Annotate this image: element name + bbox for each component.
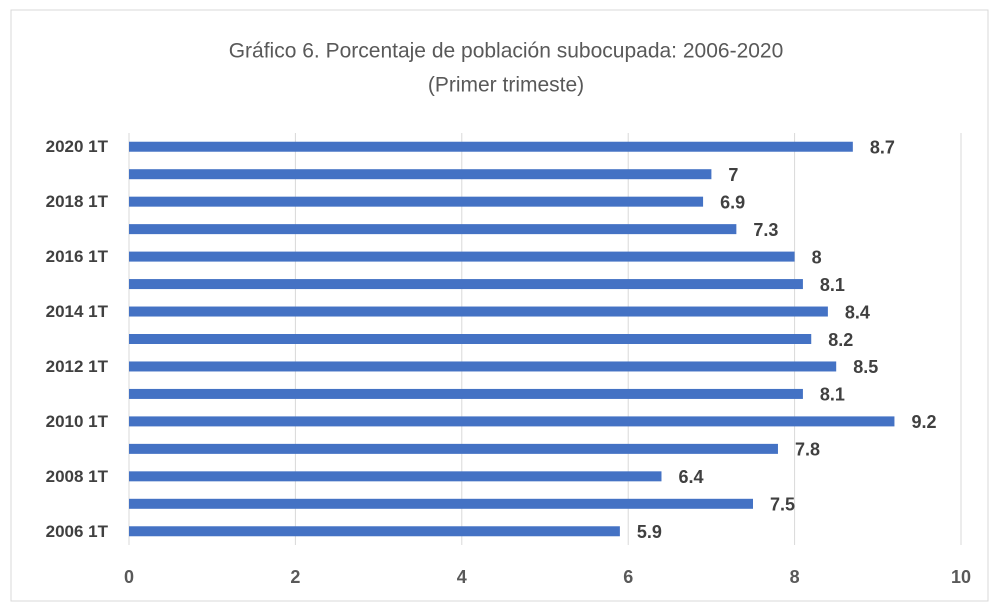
x-tick-label: 0	[124, 567, 134, 587]
bar	[129, 388, 803, 399]
bar	[129, 196, 704, 207]
data-label: 7.5	[770, 495, 795, 515]
data-label: 8.5	[853, 357, 878, 377]
bar	[129, 443, 778, 454]
x-tick-label: 8	[790, 567, 800, 587]
data-label: 8.1	[820, 275, 845, 295]
bar	[129, 498, 753, 509]
x-tick-label: 4	[457, 567, 467, 587]
y-tick-label: 2008 1T	[46, 467, 109, 486]
bar	[129, 361, 837, 372]
bar	[129, 279, 803, 290]
y-tick-label: 2014 1T	[46, 302, 109, 321]
bar	[129, 526, 620, 537]
data-label: 7.8	[795, 440, 820, 460]
bar	[129, 334, 812, 344]
bar	[129, 306, 828, 317]
bar	[129, 416, 895, 427]
y-tick-label: 2006 1T	[46, 522, 109, 541]
y-tick-label: 2012 1T	[46, 357, 109, 376]
data-label: 8.1	[820, 385, 845, 405]
data-label: 8.2	[828, 330, 853, 350]
bar	[129, 224, 737, 235]
data-label: 8.4	[845, 302, 870, 322]
bar	[129, 141, 853, 152]
chart-title: Gráfico 6. Porcentaje de población suboc…	[229, 40, 784, 63]
bar	[129, 169, 712, 180]
y-tick-label: 2016 1T	[46, 247, 109, 266]
chart-frame	[10, 9, 989, 602]
data-label: 6.9	[720, 192, 745, 212]
y-tick-label: 2020 1T	[46, 137, 109, 156]
data-label: 9.2	[911, 412, 936, 432]
y-tick-label: 2010 1T	[46, 412, 109, 431]
data-label: 8	[812, 247, 822, 267]
data-label: 8.7	[870, 137, 895, 157]
y-tick-label: 2018 1T	[46, 192, 109, 211]
bar	[129, 471, 662, 482]
chart-subtitle: (Primer trimeste)	[428, 74, 584, 97]
x-tick-label: 10	[951, 567, 971, 587]
data-label: 6.4	[678, 467, 703, 487]
data-label: 7	[728, 165, 738, 185]
x-tick-label: 6	[623, 567, 633, 587]
bar	[129, 251, 795, 262]
data-label: 7.3	[753, 220, 778, 240]
x-tick-label: 2	[290, 567, 300, 587]
data-label: 5.9	[637, 522, 662, 542]
